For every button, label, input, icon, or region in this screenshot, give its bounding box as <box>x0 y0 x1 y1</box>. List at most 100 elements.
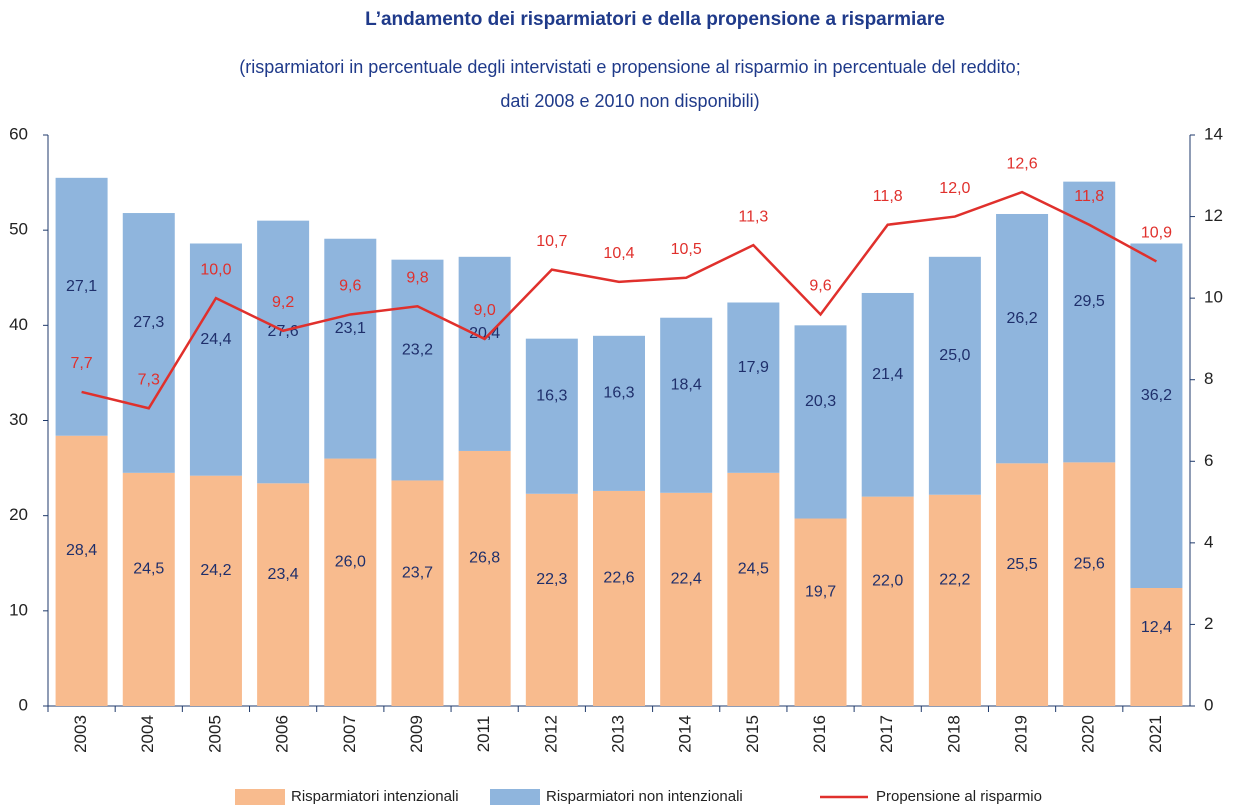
bar-value-label: 22,6 <box>603 570 634 587</box>
bar <box>794 325 847 519</box>
bar-value-label: 26,2 <box>1006 310 1037 327</box>
bar <box>324 458 377 706</box>
bar <box>1063 462 1116 706</box>
bar <box>996 213 1049 464</box>
line-value-label: 11,8 <box>1074 188 1104 205</box>
bar <box>727 472 780 706</box>
bar-value-label: 29,5 <box>1074 293 1105 310</box>
y2-tick-label: 0 <box>1204 695 1213 714</box>
bar-value-label: 18,4 <box>671 376 702 393</box>
bar <box>1063 181 1116 463</box>
bar <box>1130 587 1183 706</box>
line-value-label: 10,7 <box>536 233 567 250</box>
x-tick-label: 2012 <box>541 715 560 753</box>
line-value-label: 10,4 <box>603 245 634 262</box>
bar-value-label: 24,4 <box>200 331 231 348</box>
chart-subtitle: dati 2008 e 2010 non disponibili) <box>500 91 759 111</box>
bar <box>458 450 511 706</box>
bar-value-label: 28,4 <box>66 542 97 559</box>
legend-label: Risparmiatori intenzionali <box>291 788 459 805</box>
y-tick-label: 50 <box>9 220 28 239</box>
line-value-label: 7,7 <box>70 355 92 372</box>
x-tick-label: 2007 <box>340 715 359 753</box>
x-tick-label: 2005 <box>205 715 224 753</box>
y2-tick-label: 12 <box>1204 206 1223 225</box>
bar <box>996 463 1049 706</box>
bar <box>593 490 645 706</box>
bar-value-label: 26,8 <box>469 550 500 567</box>
bar-value-label: 23,1 <box>335 320 366 337</box>
bar <box>458 256 511 451</box>
x-tick-label: 2004 <box>138 715 157 753</box>
x-tick-label: 2021 <box>1146 715 1165 753</box>
bar <box>324 238 377 459</box>
bar-value-label: 16,3 <box>536 387 567 404</box>
y-tick-label: 60 <box>9 124 28 143</box>
x-tick-label: 2017 <box>877 715 896 753</box>
bar-value-label: 25,0 <box>939 347 970 364</box>
bar <box>593 335 645 491</box>
chart-title: L’andamento dei risparmiatori e della pr… <box>365 9 945 30</box>
x-tick-label: 2006 <box>273 715 292 753</box>
bar <box>391 480 444 706</box>
bar-value-label: 36,2 <box>1141 387 1172 404</box>
y-tick-label: 40 <box>9 315 28 334</box>
bar <box>122 213 175 473</box>
x-tick-label: 2018 <box>944 715 963 753</box>
line <box>81 190 1158 410</box>
legend-swatch <box>235 789 285 805</box>
x-tick-label: 2016 <box>810 715 829 753</box>
bar <box>928 256 981 495</box>
bar-value-label: 22,3 <box>536 571 567 588</box>
bar <box>257 220 310 484</box>
line-value-label: 10,9 <box>1141 225 1172 242</box>
line-value-label: 7,3 <box>138 371 160 388</box>
bar <box>55 435 108 706</box>
legend-swatch <box>490 789 540 805</box>
bar <box>391 259 444 481</box>
bar <box>525 338 578 494</box>
x-tick-label: 2011 <box>474 716 493 753</box>
legend-label: Propensione al risparmio <box>876 788 1042 805</box>
x-tick-label: 2015 <box>743 715 762 753</box>
y-tick-label: 0 <box>19 695 28 714</box>
bar-value-label: 27,1 <box>66 278 97 295</box>
bar <box>794 518 847 706</box>
bar-value-label: 22,4 <box>671 571 702 588</box>
bar <box>928 494 981 706</box>
x-tick-label: 2003 <box>71 715 90 753</box>
line-value-label: 9,6 <box>809 278 831 295</box>
line-value-label: 9,8 <box>406 270 428 287</box>
line-value-label: 10,0 <box>200 261 231 278</box>
bar-value-label: 17,9 <box>738 359 769 376</box>
y-tick-label: 10 <box>9 600 28 619</box>
bar-value-label: 23,2 <box>402 341 433 358</box>
bar <box>257 483 310 706</box>
bar-value-label: 25,6 <box>1074 555 1105 572</box>
x-tick-label: 2009 <box>407 715 426 753</box>
bar <box>861 496 914 706</box>
y-tick-label: 20 <box>9 505 28 524</box>
bar-value-label: 27,3 <box>133 314 164 331</box>
bar-value-label: 23,4 <box>268 566 299 583</box>
bar-value-label: 12,4 <box>1141 619 1172 636</box>
bar <box>1130 243 1183 588</box>
line-value-label: 9,2 <box>272 294 294 311</box>
bar-value-label: 23,7 <box>402 564 433 581</box>
y-tick-label: 30 <box>9 410 28 429</box>
y2-tick-label: 4 <box>1204 532 1213 551</box>
x-tick-label: 2013 <box>608 715 627 753</box>
bar-value-label: 26,0 <box>335 554 366 571</box>
x-tick-label: 2020 <box>1079 715 1098 753</box>
bar <box>660 317 713 493</box>
bar <box>525 493 578 706</box>
line-value-label: 12,0 <box>939 180 970 197</box>
bar-value-label: 24,2 <box>200 562 231 579</box>
legend-label: Risparmiatori non intenzionali <box>546 788 743 805</box>
bar <box>189 475 242 706</box>
line-value-label: 11,3 <box>738 208 768 225</box>
line-value-label: 12,6 <box>1006 155 1037 172</box>
bar <box>122 472 175 706</box>
y2-tick-label: 2 <box>1204 614 1213 633</box>
